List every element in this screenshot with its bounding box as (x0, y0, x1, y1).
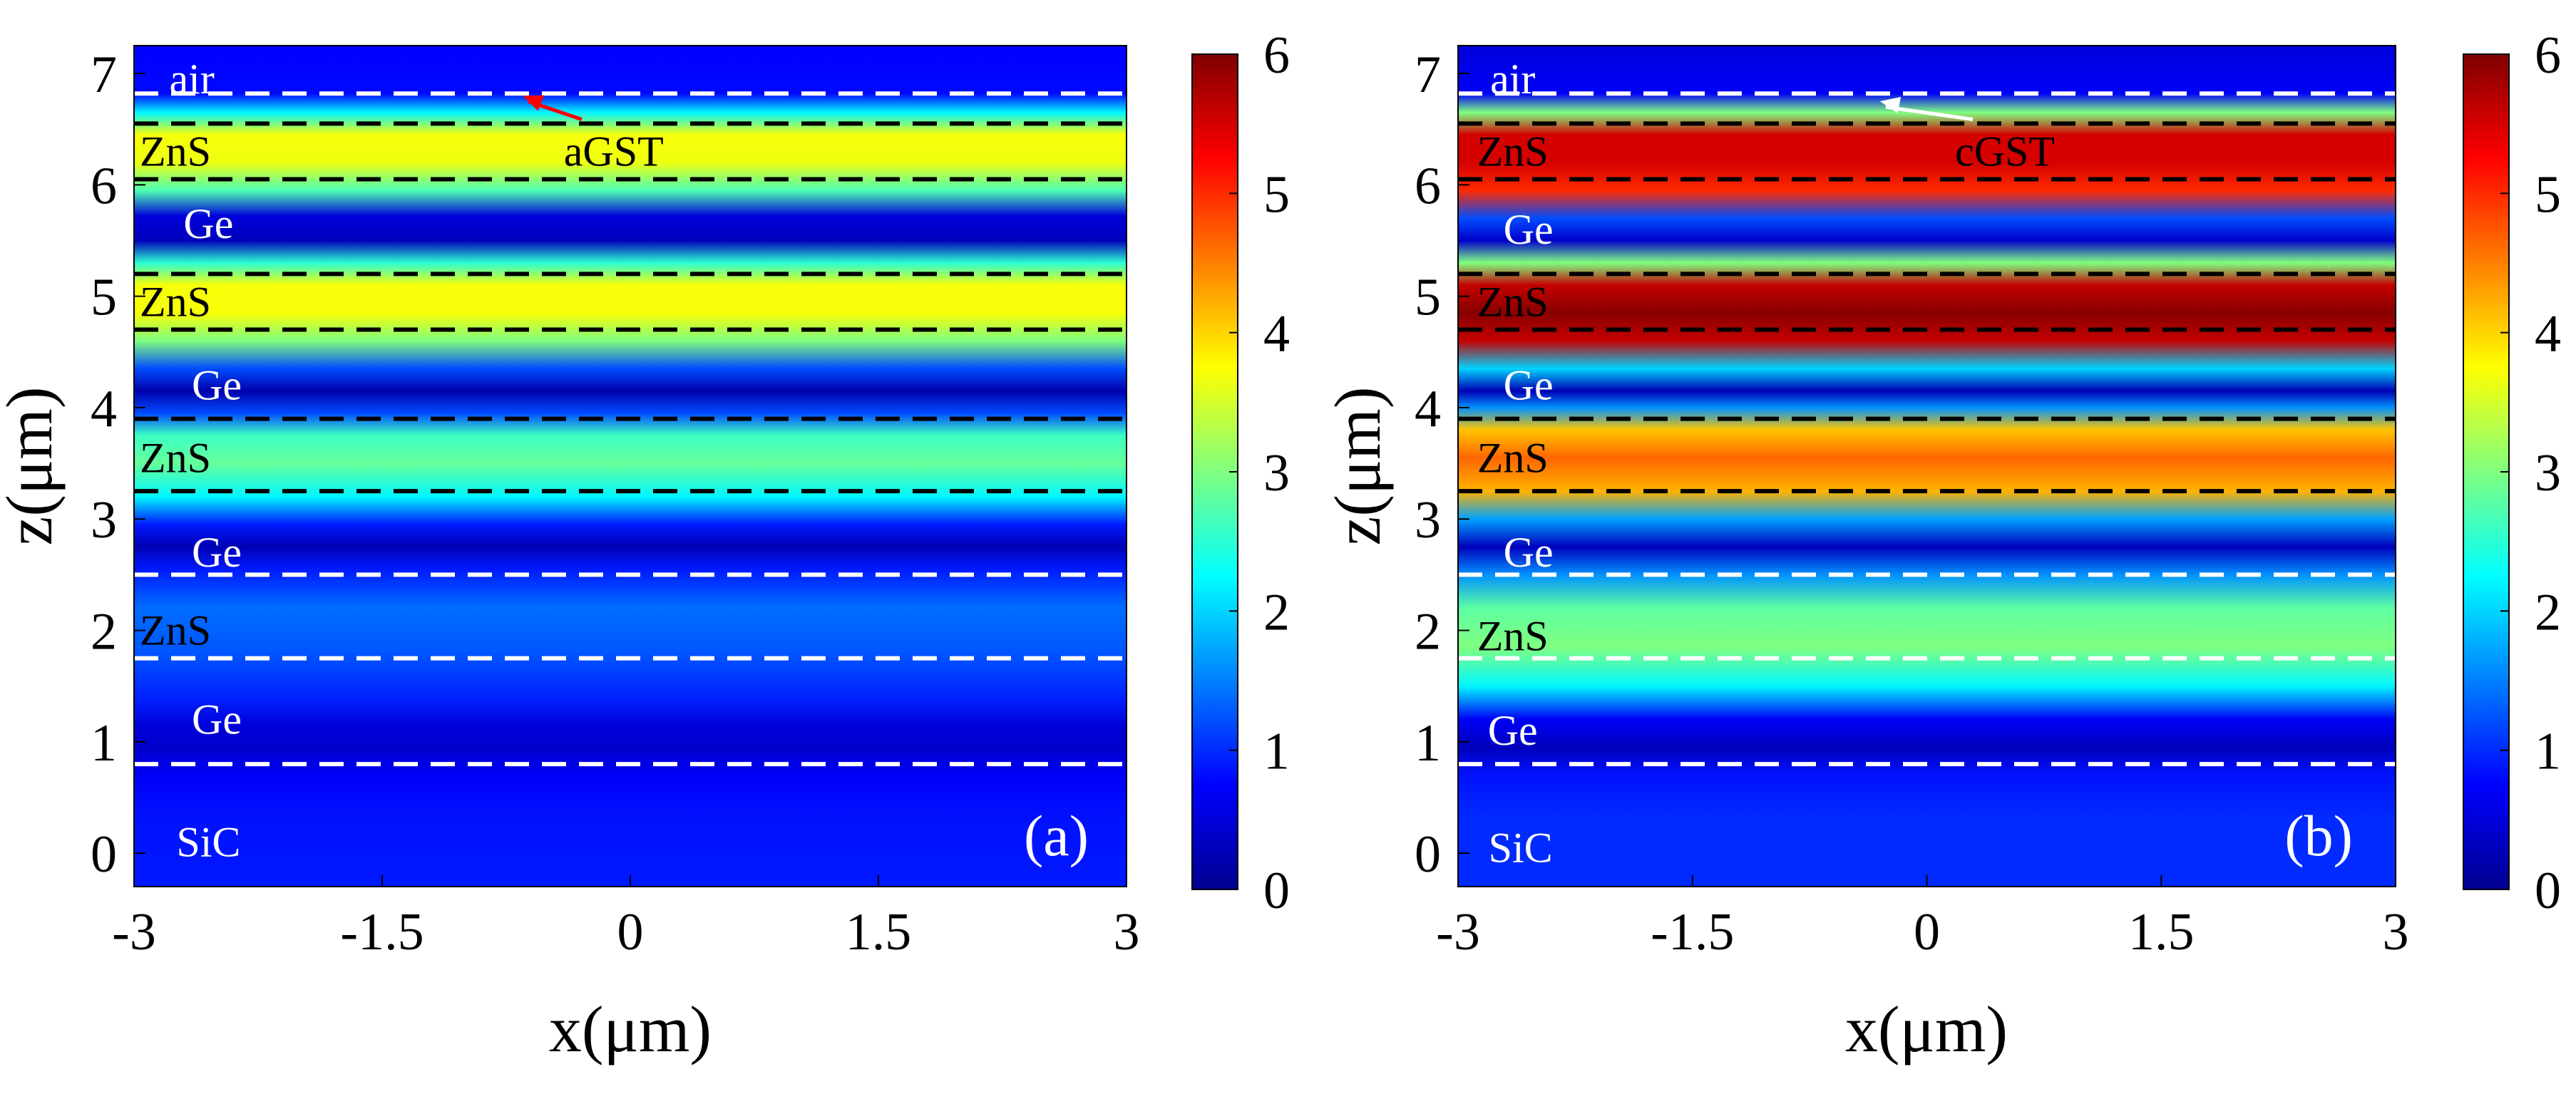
y-tick-label-a-7: 7 (91, 46, 117, 104)
layer-label-a-8: Ge (192, 696, 242, 743)
field-intensity-b (1458, 46, 2396, 887)
layer-label-b-6: Ge (1504, 529, 1554, 576)
xticks-b: -3 -1.5 0 1.5 3 (1436, 875, 2409, 961)
layer-label-a-7: ZnS (140, 607, 211, 654)
layer-label-b-7: ZnS (1477, 612, 1549, 659)
layer-label-a-9: SiC (176, 818, 240, 865)
annotation-arrowhead-a (523, 95, 545, 111)
colorbar-tick-label-b-1: 1 (2535, 723, 2561, 781)
y-tick-label-b-2: 2 (1415, 603, 1441, 661)
x-tick-label-b-1: -1.5 (1651, 903, 1734, 961)
x-axis-label-b: x(μm) (1845, 993, 2008, 1065)
layer-label-b-5: ZnS (1477, 434, 1549, 481)
x-tick-label-a-1: -1.5 (340, 903, 424, 961)
colorbar-tick-label-a-5: 5 (1263, 165, 1290, 224)
field-intensity-a (134, 46, 1127, 887)
layer-label-b-9: SiC (1489, 824, 1553, 871)
layer-label-b-2: Ge (1504, 206, 1554, 253)
colorbar-tick-label-b-5: 5 (2535, 165, 2561, 224)
layer-label-a-4: Ge (192, 362, 242, 409)
colorbar-tick-label-a-6: 6 (1263, 26, 1290, 85)
yticks-b: 0 1 2 3 4 5 6 7 (1415, 46, 1469, 884)
y-tick-label-a-0: 0 (91, 825, 117, 884)
y-axis-label-a: z(μm) (0, 387, 66, 546)
y-tick-label-a-4: 4 (91, 380, 117, 438)
layer-label-a-0: air (170, 56, 215, 103)
colorbar-tick-label-a-2: 2 (1263, 583, 1290, 641)
y-tick-label-a-6: 6 (91, 157, 117, 215)
y-tick-label-b-7: 7 (1415, 46, 1441, 104)
panel-label-b: (b) (2284, 803, 2353, 868)
x-tick-label-a-2: 0 (617, 903, 644, 961)
colorbar-tick-label-b-6: 6 (2535, 26, 2561, 85)
layer-label-b-3: ZnS (1477, 278, 1549, 325)
layer-label-a-3: ZnS (140, 278, 211, 325)
panel-a: -3 -1.5 0 1.5 3 0 1 2 3 4 5 6 7 air ZnS Ge ZnS Ge ZnS Ge Z… (0, 26, 1290, 1065)
layer-labels-a: air ZnS Ge ZnS Ge ZnS Ge ZnS Ge SiC aGST (140, 56, 664, 866)
colorbar-tick-label-a-0: 0 (1263, 862, 1290, 920)
interfaces-a (134, 91, 1127, 767)
interfaces-b (1458, 91, 2396, 767)
colorbar-tick-label-b-3: 3 (2535, 444, 2561, 502)
layer-label-a-10: aGST (564, 128, 664, 175)
yticks-a: 0 1 2 3 4 5 6 7 (91, 46, 145, 884)
x-tick-label-a-0: -3 (112, 903, 156, 961)
layer-labels-b: air ZnS Ge ZnS Ge ZnS Ge ZnS Ge SiC cGST (1477, 56, 2055, 871)
annotation-arrowhead-b (1879, 96, 1902, 113)
x-tick-label-b-2: 0 (1914, 903, 1940, 961)
layer-label-b-0: air (1490, 56, 1535, 103)
colorbar-tick-label-b-4: 4 (2535, 305, 2561, 363)
colorbar-ticks-a: 0 1 2 3 4 5 6 (1229, 26, 1290, 920)
colorbar-tick-label-b-2: 2 (2535, 583, 2561, 641)
layer-label-a-1: ZnS (140, 128, 211, 175)
x-axis-label-a: x(μm) (549, 993, 712, 1065)
y-tick-label-a-1: 1 (91, 714, 117, 773)
y-tick-label-a-3: 3 (91, 491, 117, 549)
layer-label-b-1: ZnS (1477, 128, 1549, 175)
x-tick-label-a-3: 1.5 (846, 903, 912, 961)
y-tick-label-b-5: 5 (1415, 269, 1441, 327)
colorbar-tick-label-a-4: 4 (1263, 305, 1290, 363)
layer-label-a-2: Ge (183, 200, 233, 247)
y-tick-label-a-2: 2 (91, 603, 117, 661)
layer-label-a-5: ZnS (140, 434, 211, 481)
y-tick-label-b-4: 4 (1415, 380, 1441, 438)
x-tick-label-b-0: -3 (1436, 903, 1480, 961)
field-bands-b (1458, 46, 2396, 887)
layer-label-b-10: cGST (1955, 128, 2055, 175)
layer-label-b-8: Ge (1488, 707, 1538, 754)
colorbar-ticks-b: 0 1 2 3 4 5 6 (2500, 26, 2561, 920)
colorbar-tick-label-b-0: 0 (2535, 862, 2561, 920)
x-tick-label-b-4: 3 (2383, 903, 2409, 961)
y-tick-label-b-0: 0 (1415, 825, 1441, 884)
layer-label-b-4: Ge (1504, 362, 1554, 409)
y-tick-label-b-6: 6 (1415, 157, 1441, 215)
colorbar-tick-label-a-1: 1 (1263, 723, 1290, 781)
y-tick-label-b-3: 3 (1415, 491, 1441, 549)
panel-b: -3 -1.5 0 1.5 3 0 1 2 3 4 5 6 7 air ZnS Ge ZnS Ge ZnS Ge Z… (1321, 26, 2561, 1065)
layer-label-a-6: Ge (192, 529, 242, 576)
x-tick-label-a-4: 3 (1114, 903, 1140, 961)
colorbar-tick-label-a-3: 3 (1263, 444, 1290, 502)
xticks-a: -3 -1.5 0 1.5 3 (112, 875, 1140, 961)
field-bands-a (134, 46, 1127, 887)
panel-label-a: (a) (1024, 803, 1089, 868)
y-axis-label-b: z(μm) (1321, 387, 1394, 546)
y-tick-label-a-5: 5 (91, 269, 117, 327)
annotation-arrow-b (1885, 105, 1974, 121)
x-tick-label-b-3: 1.5 (2128, 903, 2195, 961)
y-tick-label-b-1: 1 (1415, 714, 1441, 773)
